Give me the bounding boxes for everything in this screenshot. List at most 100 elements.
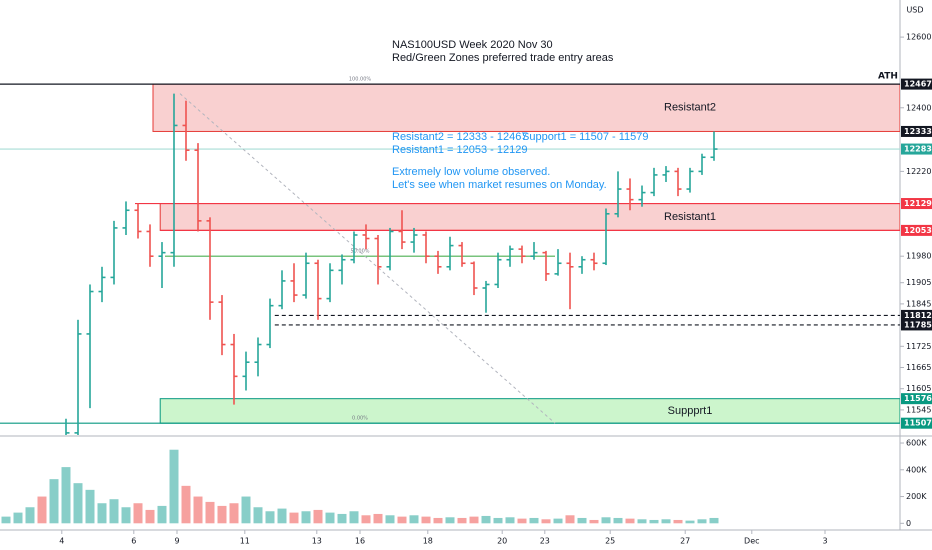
zone <box>159 203 900 231</box>
y-tick-label: 11605.0 <box>906 384 932 393</box>
volume-bar <box>589 519 599 524</box>
chart-subtitle: Red/Green Zones preferred trade entry ar… <box>392 52 614 64</box>
y-tick-label: 12600.0 <box>906 33 932 42</box>
volume-bar <box>661 519 671 524</box>
volume-bar <box>1 516 11 524</box>
volume-bar <box>13 512 23 524</box>
price-tag-label: 12467.0 <box>904 80 932 89</box>
x-tick-label: 6 <box>131 537 136 546</box>
volume-bar <box>469 516 479 524</box>
volume-bar <box>97 503 107 524</box>
x-tick-label: 23 <box>540 537 550 546</box>
volume-bar <box>61 467 71 524</box>
price-tag <box>901 393 932 405</box>
volume-bar <box>85 489 95 524</box>
price-tag-label: 12283.2 <box>904 145 932 154</box>
fib-label: 0.00% <box>352 416 368 422</box>
axes: 12600.0 12400.0 12220.0 11980.0 11905.0 11845… <box>59 33 932 546</box>
volume-pane <box>1 449 719 524</box>
x-tick-label: 20 <box>497 537 507 546</box>
price-tag <box>901 198 932 210</box>
volume-bar <box>637 519 647 524</box>
price-tag <box>901 143 932 155</box>
volume-bar <box>457 517 467 524</box>
price-tag-label: 12333.0 <box>904 127 932 136</box>
x-tick-label: 27 <box>680 537 690 546</box>
y-tick-label: 11545.0 <box>906 405 932 414</box>
y-tick-label: 11725.0 <box>906 342 932 351</box>
volume-bar <box>529 517 539 524</box>
x-tick-label: 3 <box>822 537 827 546</box>
x-tick-label: 9 <box>174 537 179 546</box>
x-tick-label: 11 <box>240 537 250 546</box>
x-tick-label: 25 <box>605 537 615 546</box>
volume-bar <box>157 505 167 524</box>
volume-bar <box>181 485 191 524</box>
volume-bar <box>397 516 407 524</box>
volume-bar <box>709 517 719 524</box>
y-tick-label: 11905.0 <box>906 278 932 287</box>
trend-line <box>179 93 556 424</box>
volume-bar <box>421 516 431 524</box>
volume-bar <box>433 517 443 524</box>
volume-bar <box>313 509 323 524</box>
volume-bar <box>673 519 683 524</box>
volume-bar <box>73 483 83 524</box>
annotation: Support1 = 11507 - 11579 <box>522 131 649 143</box>
volume-bar <box>265 511 275 524</box>
price-tag <box>901 125 932 137</box>
volume-bar <box>373 513 383 524</box>
volume-bar <box>253 507 263 524</box>
ath-label: ATH <box>878 72 898 82</box>
price-tag <box>901 309 932 321</box>
volume-bar <box>301 511 311 524</box>
volume-bar <box>217 505 227 524</box>
volume-bar <box>337 513 347 524</box>
volume-bar <box>121 507 131 524</box>
volume-bar <box>361 515 371 524</box>
y-tick-label: 11980.0 <box>906 252 932 261</box>
fib-label: 50.00% <box>350 249 369 255</box>
annotation: Resistant2 = 12333 - 12467 <box>392 131 527 143</box>
y-tick-label: 11845.0 <box>906 299 932 308</box>
volume-bar <box>145 509 155 524</box>
volume-bar <box>133 503 143 524</box>
volume-bar <box>445 517 455 524</box>
y-tick-label: 11665.0 <box>906 363 932 372</box>
price-pane: Resistant2 Resistant1 Suppprt1 100.00% 50.00… <box>0 77 900 435</box>
zone-label: Resistant2 <box>664 102 716 114</box>
price-tag-label: 11812.4 <box>904 311 932 320</box>
zone <box>159 398 900 424</box>
volume-bar <box>493 517 503 524</box>
volume-bar <box>613 517 623 524</box>
price-tag-label: 11785.5 <box>904 320 932 329</box>
volume-bar <box>565 515 575 524</box>
volume-bar <box>553 518 563 524</box>
volume-bar <box>601 517 611 524</box>
volume-bar <box>193 496 203 524</box>
volume-bar <box>241 496 251 524</box>
x-tick-label: 16 <box>355 537 365 546</box>
zone-label: Resistant1 <box>664 211 716 223</box>
volume-bar <box>25 507 35 524</box>
price-tag <box>901 224 932 236</box>
price-tag-label: 12053.0 <box>904 226 932 235</box>
v-tick-label: 400K <box>906 465 927 474</box>
volume-bar <box>409 515 419 524</box>
volume-bar <box>229 503 239 524</box>
price-tag <box>901 417 932 429</box>
volume-bar <box>49 479 59 524</box>
chart-title: NAS100USD Week 2020 Nov 30 <box>392 39 553 51</box>
volume-bar <box>169 449 179 524</box>
x-tick-label: 13 <box>312 537 322 546</box>
v-tick-label: 0 <box>906 519 911 528</box>
zone-label: Suppprt1 <box>668 405 713 417</box>
volume-bar <box>541 519 551 524</box>
volume-bar <box>325 512 335 524</box>
volume-bar <box>697 519 707 524</box>
volume-bar <box>577 517 587 524</box>
x-tick-label: 18 <box>423 537 433 546</box>
volume-bar <box>685 520 695 524</box>
